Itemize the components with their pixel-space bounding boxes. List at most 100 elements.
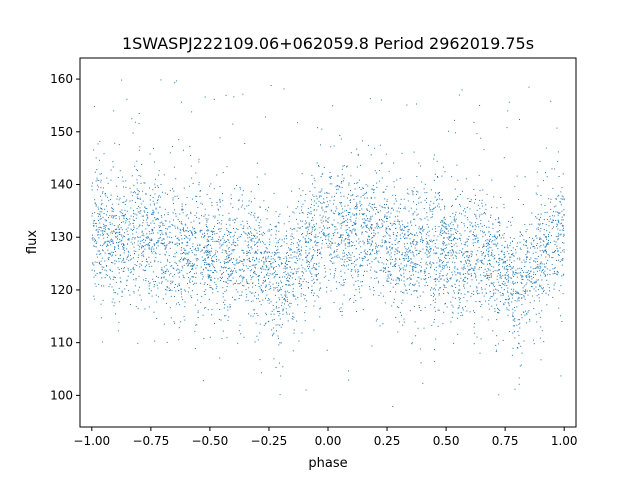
data-point — [249, 266, 251, 267]
data-point — [179, 304, 181, 306]
data-point — [497, 307, 498, 309]
data-point — [126, 258, 128, 260]
data-point — [166, 302, 167, 304]
data-point — [486, 226, 488, 228]
data-point — [363, 243, 365, 245]
data-point — [494, 270, 496, 272]
data-point — [246, 259, 248, 261]
data-point — [307, 226, 309, 228]
data-point — [432, 262, 434, 264]
data-point — [563, 242, 565, 244]
data-point — [338, 244, 340, 246]
data-point — [218, 214, 220, 216]
data-point — [547, 284, 549, 285]
data-point — [375, 257, 377, 259]
data-point — [549, 290, 550, 292]
data-point — [241, 249, 243, 251]
data-point — [112, 208, 114, 210]
data-point — [448, 130, 450, 132]
data-point — [343, 221, 345, 223]
data-point — [207, 254, 209, 256]
data-point — [508, 305, 510, 307]
data-point — [190, 165, 192, 167]
data-point — [142, 269, 144, 271]
data-point — [225, 266, 227, 268]
data-point — [398, 211, 400, 213]
data-point — [352, 225, 354, 226]
data-point — [490, 296, 492, 298]
data-point — [224, 250, 226, 251]
data-point — [373, 192, 375, 193]
data-point — [311, 226, 313, 228]
data-point — [279, 299, 281, 301]
data-point — [184, 234, 186, 236]
data-point — [438, 226, 440, 228]
data-point — [161, 281, 163, 283]
data-point — [346, 221, 348, 223]
data-point — [202, 233, 204, 235]
data-point — [498, 261, 500, 263]
data-point — [397, 215, 399, 217]
data-point — [450, 321, 452, 323]
data-point — [353, 255, 355, 257]
data-point — [94, 223, 96, 224]
data-point — [258, 227, 260, 229]
data-point — [467, 219, 469, 221]
data-point — [188, 251, 190, 253]
data-point — [510, 256, 512, 258]
data-point — [342, 258, 344, 260]
data-point — [527, 273, 529, 275]
data-point — [244, 240, 246, 242]
data-point — [514, 317, 516, 319]
data-point — [424, 275, 426, 276]
data-point — [389, 222, 391, 224]
data-point — [425, 281, 427, 283]
data-point — [112, 242, 114, 244]
data-point — [151, 229, 153, 231]
data-point — [548, 287, 550, 289]
data-point — [367, 238, 369, 240]
data-point — [141, 230, 143, 232]
data-point — [247, 232, 249, 234]
data-point — [256, 245, 258, 247]
data-point — [207, 244, 208, 246]
data-point — [489, 297, 491, 299]
data-point — [284, 294, 286, 296]
data-point — [527, 247, 529, 249]
data-point — [280, 326, 282, 328]
data-point — [385, 188, 387, 190]
data-point — [244, 232, 246, 234]
data-point — [368, 228, 370, 230]
data-point — [118, 287, 120, 289]
data-point — [532, 277, 534, 278]
data-point — [340, 212, 342, 214]
data-point — [452, 312, 454, 314]
data-point — [460, 293, 462, 295]
data-point — [416, 235, 418, 237]
data-point — [458, 292, 460, 294]
data-point — [100, 230, 102, 232]
data-point — [487, 277, 489, 279]
data-point — [200, 302, 202, 304]
data-point — [131, 200, 133, 202]
data-point — [498, 264, 500, 266]
data-point — [228, 219, 230, 221]
data-point — [251, 212, 253, 213]
data-point — [465, 273, 467, 275]
data-point — [184, 301, 186, 303]
data-point — [145, 228, 147, 230]
data-point — [320, 237, 322, 239]
data-point — [250, 214, 252, 216]
data-point — [412, 212, 414, 214]
data-point — [313, 278, 315, 280]
data-point — [286, 264, 288, 266]
data-point — [561, 224, 563, 226]
data-point — [548, 256, 550, 258]
data-point — [413, 266, 415, 267]
data-point — [180, 253, 182, 255]
data-point — [433, 207, 435, 209]
data-point — [450, 301, 452, 303]
data-point — [151, 213, 153, 215]
data-point — [371, 261, 373, 263]
data-point — [402, 292, 404, 293]
